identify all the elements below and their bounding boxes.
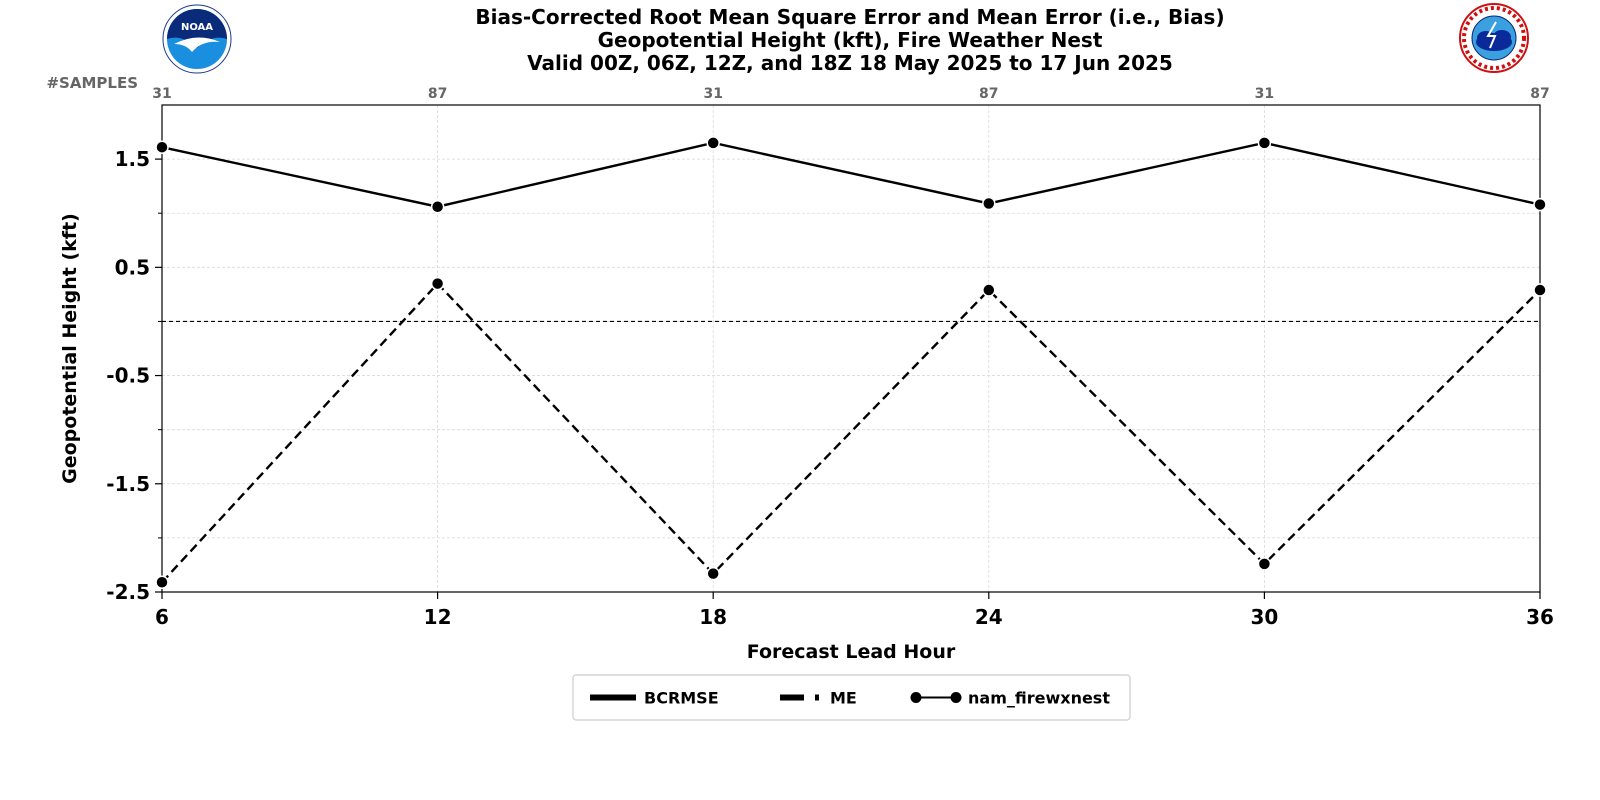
- legend-box: [572, 674, 1131, 721]
- data-point-bcrmse: [982, 196, 996, 211]
- y-tick-label: -0.5: [106, 364, 150, 388]
- data-point-bcrmse: [155, 140, 169, 154]
- legend-label: BCRMSE: [644, 689, 719, 708]
- y-tick-label: -2.5: [106, 580, 150, 604]
- y-tick-label: 0.5: [115, 255, 150, 279]
- y-tick-label: 1.5: [115, 147, 150, 171]
- chart-title: Bias-Corrected Root Mean Square Error an…: [0, 6, 1600, 75]
- sample-count-label: 31: [703, 86, 722, 102]
- series-layer: [155, 136, 1547, 590]
- legend-label: nam_firewxnest: [968, 689, 1110, 708]
- data-point-bcrmse: [430, 199, 445, 214]
- data-point-bcrmse: [706, 136, 720, 150]
- y-tick-label: -1.5: [106, 472, 150, 496]
- plot-frame: [161, 104, 1541, 593]
- data-point-me: [1257, 557, 1272, 571]
- title-line-3: Valid 00Z, 06Z, 12Z, and 18Z 18 May 2025…: [527, 51, 1173, 75]
- legend-layer: BCRMSE ME nam_firewxnest: [572, 674, 1131, 721]
- sample-count-label: 87: [979, 86, 998, 102]
- sample-count-label: 87: [428, 86, 447, 102]
- axes-layer: [155, 104, 1541, 599]
- x-tick-label: 6: [155, 605, 169, 629]
- series-line-me: [161, 281, 1541, 584]
- x-tick-label: 18: [699, 605, 727, 629]
- sample-count-label: 31: [1255, 86, 1274, 102]
- samples-label: #SAMPLES: [46, 74, 138, 92]
- y-axis-label: Geopotential Height (kft): [59, 213, 81, 484]
- noaa-logo-icon: NOAA: [162, 4, 232, 74]
- data-point-me: [430, 276, 445, 291]
- data-point-me: [1533, 283, 1547, 297]
- noaa-logo-text: NOAA: [181, 22, 213, 33]
- data-point-me: [706, 566, 720, 581]
- title-line-2: Geopotential Height (kft), Fire Weather …: [597, 28, 1103, 52]
- legend-swatch-marker: [950, 692, 962, 703]
- x-axis-label: Forecast Lead Hour: [747, 641, 956, 663]
- legend-swatch-marker: [910, 692, 922, 703]
- x-tick-label: 12: [424, 605, 452, 629]
- legend-label: ME: [830, 689, 857, 708]
- grid-layer: [161, 105, 1541, 593]
- series-line-bcrmse: [161, 141, 1541, 208]
- nws-logo-icon: [1459, 3, 1529, 73]
- x-tick-label: 30: [1250, 605, 1278, 629]
- sample-count-label: 31: [152, 86, 171, 102]
- data-point-bcrmse: [1257, 136, 1272, 150]
- data-point-me: [982, 283, 996, 297]
- sample-count-label: 87: [1530, 86, 1549, 102]
- data-point-me: [155, 575, 169, 590]
- x-tick-label: 24: [975, 605, 1003, 629]
- labels-layer: -2.5 -1.5 -0.5 0.5 1.5 6 31 12 87 18 31 24 87 30 31 36 8…: [46, 74, 1553, 663]
- x-tick-label: 36: [1526, 605, 1554, 629]
- title-line-1: Bias-Corrected Root Mean Square Error an…: [475, 5, 1225, 29]
- data-point-bcrmse: [1533, 197, 1547, 212]
